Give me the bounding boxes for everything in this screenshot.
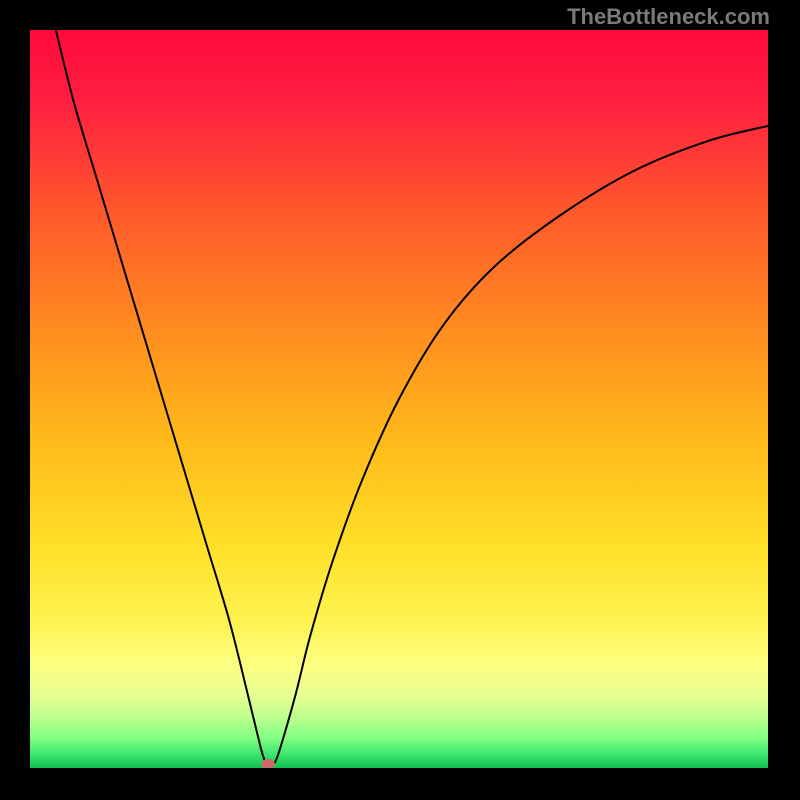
- plot-area: [30, 30, 768, 768]
- watermark-text: TheBottleneck.com: [567, 4, 770, 30]
- chart-frame: TheBottleneck.com: [0, 0, 800, 800]
- optimal-point-marker: [261, 759, 275, 768]
- bottleneck-curve: [30, 30, 768, 768]
